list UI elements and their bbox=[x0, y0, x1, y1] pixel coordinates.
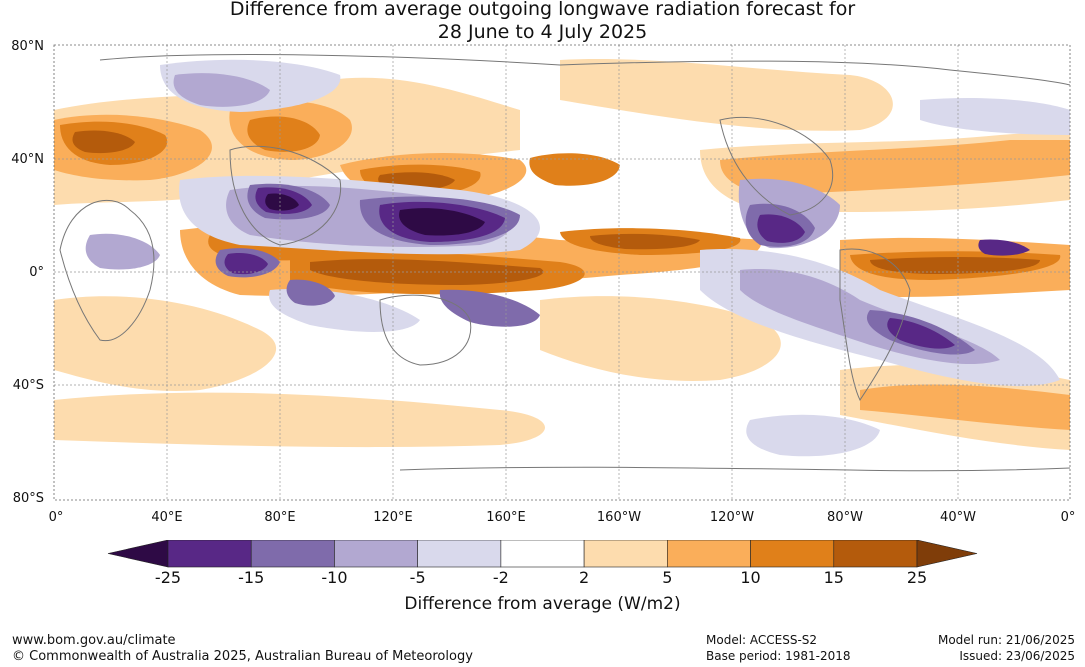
colorbar-segment bbox=[833, 540, 918, 568]
colorbar-tick-label: 10 bbox=[740, 568, 761, 587]
anomaly-patch bbox=[265, 193, 299, 211]
lon-label: 160°E bbox=[486, 510, 526, 525]
colorbar-segment bbox=[167, 540, 252, 568]
colorbar-extend-low bbox=[107, 540, 169, 568]
anomaly-patch bbox=[870, 257, 1040, 274]
colorbar-tick-label: 25 bbox=[906, 568, 928, 587]
anomaly-patch bbox=[54, 296, 277, 391]
lon-label: 0° bbox=[1060, 510, 1076, 525]
anomaly-patch bbox=[560, 58, 893, 131]
colorbar-extend-high bbox=[916, 540, 978, 568]
anomaly-patch bbox=[286, 279, 335, 306]
anomaly-patch bbox=[757, 214, 805, 243]
colorbar-tick-label: 2 bbox=[579, 568, 590, 587]
colorbar-tick-label: 5 bbox=[662, 568, 673, 587]
anomaly-patch bbox=[439, 289, 540, 327]
anomaly-patch bbox=[978, 239, 1030, 256]
anomaly-patch bbox=[173, 73, 270, 107]
colorbar-segment bbox=[583, 540, 668, 568]
colorbar-segment bbox=[250, 540, 335, 568]
anomaly-patch bbox=[224, 253, 268, 275]
colorbar-tick-label: -15 bbox=[238, 568, 265, 587]
colorbar-segment bbox=[500, 540, 585, 568]
lon-label: 160°W bbox=[596, 510, 642, 525]
lon-label: 120°W bbox=[709, 510, 755, 525]
lon-label: 80°E bbox=[264, 510, 296, 525]
anomaly-patch bbox=[540, 296, 781, 381]
footer-model: Model: ACCESS-S2 bbox=[706, 633, 818, 647]
lon-label: 120°E bbox=[373, 510, 413, 525]
colorbar-tick-label: -2 bbox=[492, 568, 509, 587]
anomaly-patch bbox=[860, 384, 1070, 430]
anomaly-patch bbox=[590, 233, 700, 250]
map-frame bbox=[53, 44, 1071, 501]
anomaly-patch bbox=[54, 392, 545, 448]
footer-model-run: Model run: 21/06/2025 bbox=[937, 633, 1075, 647]
colorbar-ticks: -25 -15 -10 -5 -2 2 5 10 15 25 bbox=[0, 568, 1085, 588]
title-line-1: Difference from average outgoing longwav… bbox=[229, 0, 856, 20]
colorbar-segment bbox=[667, 540, 751, 568]
colorbar-segment bbox=[750, 540, 835, 568]
footer-copyright: © Commonwealth of Australia 2025, Austra… bbox=[12, 649, 473, 664]
colorbar-tick-label: -25 bbox=[154, 568, 182, 587]
lon-label: 40°E bbox=[151, 510, 183, 525]
lon-label: 40°W bbox=[940, 510, 976, 525]
lat-label: 40°S bbox=[12, 378, 44, 393]
lat-label: 80°N bbox=[11, 39, 44, 54]
anomaly-patch bbox=[529, 153, 620, 186]
colorbar-tick-label: 15 bbox=[823, 568, 844, 587]
anomaly-patch bbox=[720, 140, 1070, 195]
anomaly-patch bbox=[746, 414, 880, 457]
map-area: 80°N 40°N 0° 40°S 80°S 0° 40°E 80°E 120°… bbox=[11, 39, 1075, 525]
anomaly-patch bbox=[72, 130, 135, 154]
title-line-2: 28 June to 4 July 2025 bbox=[437, 21, 648, 43]
anomaly-patch bbox=[247, 116, 320, 152]
coastlines bbox=[59, 54, 1070, 472]
lat-label: 80°S bbox=[12, 491, 44, 506]
colorbar bbox=[107, 540, 978, 568]
colorbar-label: Difference from average (W/m2) bbox=[404, 594, 681, 614]
anomaly-patch bbox=[85, 233, 160, 270]
olr-anomaly-map bbox=[53, 44, 1071, 501]
anomaly-patch bbox=[887, 318, 955, 349]
lon-label: 80°W bbox=[827, 510, 863, 525]
chart-title: Difference from average outgoing longwav… bbox=[0, 0, 1085, 44]
colorbar-segment bbox=[417, 540, 502, 568]
anomaly-patch bbox=[920, 98, 1070, 135]
lon-label: 0° bbox=[48, 510, 64, 525]
lat-label: 0° bbox=[29, 265, 44, 280]
footer-issued: Issued: 23/06/2025 bbox=[959, 649, 1075, 663]
colorbar-segment bbox=[334, 540, 418, 568]
graticule bbox=[54, 45, 1070, 500]
lat-label: 40°N bbox=[11, 152, 44, 167]
footer-site: www.bom.gov.au/climate bbox=[12, 633, 176, 648]
colorbar-tick-label: -5 bbox=[409, 568, 426, 587]
colorbar-tick-label: -10 bbox=[321, 568, 348, 587]
footer-base-period: Base period: 1981-2018 bbox=[706, 649, 851, 663]
anomaly-patch bbox=[399, 208, 485, 236]
anomaly-fields bbox=[54, 54, 1070, 472]
